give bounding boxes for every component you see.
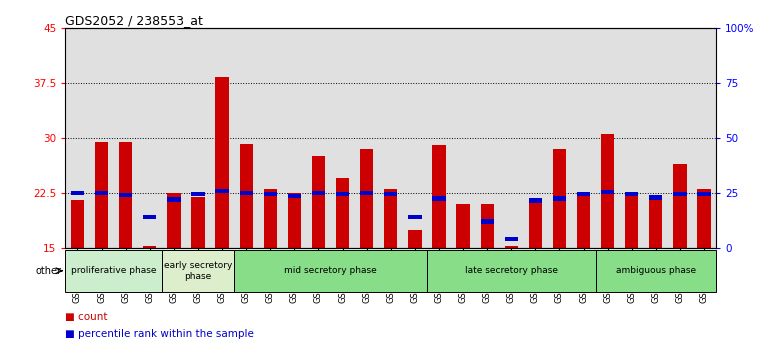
Bar	[167, 197, 180, 202]
Bar	[649, 196, 662, 248]
Bar	[432, 196, 446, 201]
Bar	[263, 192, 277, 196]
Bar	[216, 77, 229, 248]
Bar	[95, 142, 109, 248]
Bar	[312, 156, 325, 248]
Bar	[529, 200, 542, 248]
Bar	[553, 149, 566, 248]
Bar	[480, 204, 494, 248]
Bar	[288, 193, 301, 248]
Bar	[95, 191, 109, 195]
Bar	[673, 192, 687, 196]
Text: mid secretory phase: mid secretory phase	[284, 266, 377, 275]
Bar	[360, 149, 373, 248]
Bar	[360, 191, 373, 195]
Text: ■ percentile rank within the sample: ■ percentile rank within the sample	[65, 329, 254, 339]
Bar	[577, 192, 590, 196]
Text: ■ count: ■ count	[65, 312, 108, 321]
Bar	[216, 189, 229, 193]
Bar	[263, 189, 277, 248]
Bar	[384, 189, 397, 248]
Bar	[192, 192, 205, 196]
Bar	[529, 198, 542, 203]
Bar	[288, 194, 301, 198]
Text: proliferative phase: proliferative phase	[71, 266, 156, 275]
Bar	[408, 215, 421, 219]
Text: ambiguous phase: ambiguous phase	[616, 266, 696, 275]
Bar	[143, 246, 156, 248]
Bar	[601, 135, 614, 248]
Bar	[336, 192, 350, 196]
Bar	[162, 250, 234, 292]
Bar	[65, 250, 162, 292]
Bar	[432, 145, 446, 248]
Bar	[480, 219, 494, 224]
Text: other: other	[35, 266, 62, 276]
Bar	[119, 193, 132, 197]
Bar	[312, 191, 325, 195]
Bar	[625, 192, 638, 196]
Bar	[698, 189, 711, 248]
Text: late secretory phase: late secretory phase	[465, 266, 557, 275]
Bar	[625, 193, 638, 248]
Text: GDS2052 / 238553_at: GDS2052 / 238553_at	[65, 14, 203, 27]
Bar	[167, 193, 180, 248]
Bar	[427, 250, 596, 292]
Bar	[698, 192, 711, 196]
Bar	[336, 178, 350, 248]
Bar	[71, 191, 84, 195]
Bar	[673, 164, 687, 248]
Bar	[504, 237, 518, 241]
Bar	[577, 193, 590, 248]
Bar	[553, 196, 566, 201]
Bar	[119, 142, 132, 248]
Bar	[239, 144, 253, 248]
Bar	[601, 190, 614, 194]
Bar	[596, 250, 716, 292]
Bar	[649, 195, 662, 200]
Bar	[192, 196, 205, 248]
Bar	[234, 250, 427, 292]
Bar	[504, 246, 518, 248]
Bar	[408, 229, 421, 248]
Bar	[143, 215, 156, 219]
Text: early secretory
phase: early secretory phase	[164, 261, 233, 280]
Bar	[239, 191, 253, 195]
Bar	[71, 200, 84, 248]
Bar	[457, 204, 470, 248]
Bar	[384, 192, 397, 196]
